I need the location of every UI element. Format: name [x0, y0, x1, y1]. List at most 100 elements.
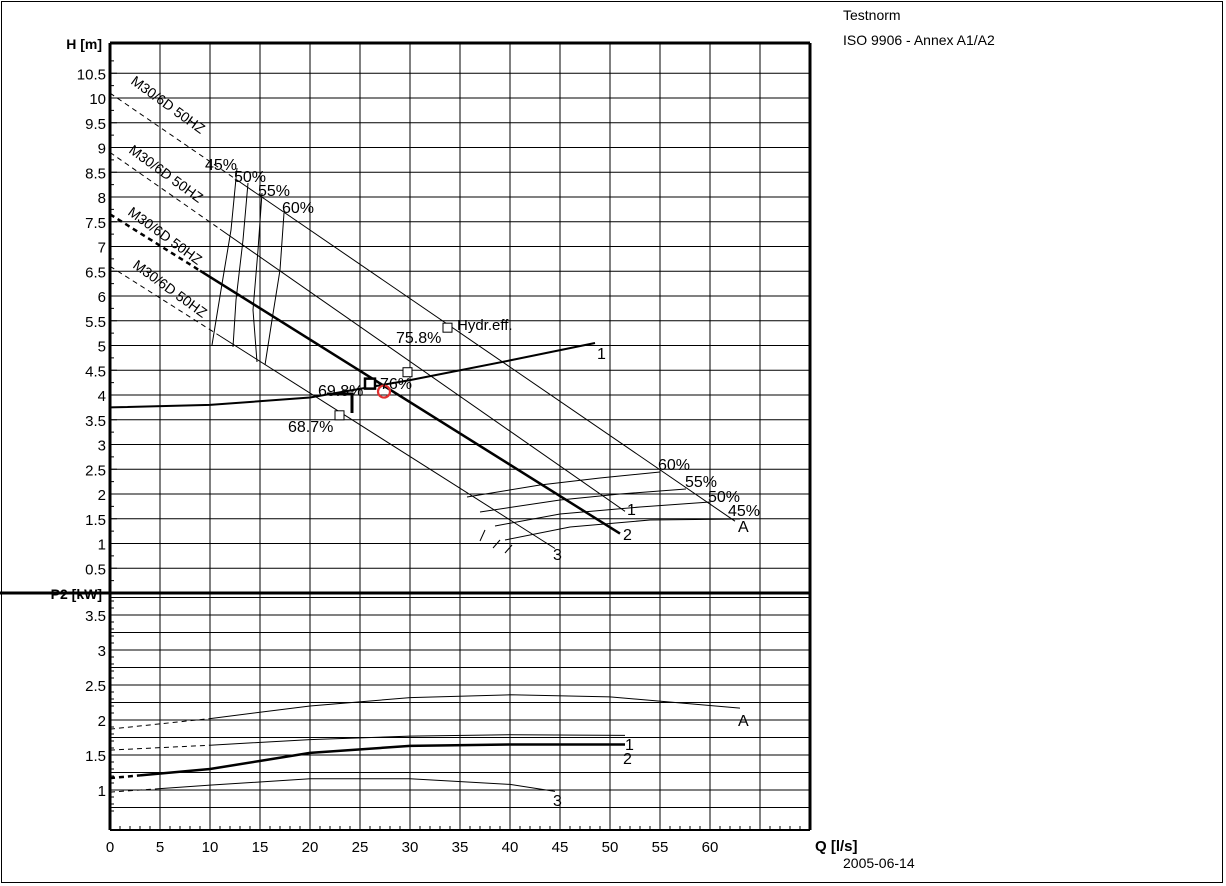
iso-efficiency-curve	[494, 501, 711, 527]
efficiency-label: 60%	[282, 200, 314, 217]
p2-curve-3	[159, 778, 556, 792]
pump-curve-end-label: 1	[627, 502, 636, 519]
h-tick-label: 6.5	[85, 264, 106, 281]
duty-point-marker	[334, 410, 345, 421]
duty-point-label: 75.8%	[396, 330, 441, 347]
duty-point-marker	[442, 322, 453, 333]
q-tick-label: 15	[252, 839, 269, 856]
pump-curve-end-label: 2	[623, 527, 632, 544]
pump-curve-2	[199, 269, 621, 535]
system-curve	[109, 342, 596, 409]
iso-efficiency-curve	[466, 471, 661, 498]
p2-curve-2-dashed	[109, 774, 141, 780]
q-tick-label: 10	[202, 839, 219, 856]
h-tick-label: 6	[98, 289, 106, 306]
p2-tick-label: 3	[98, 643, 106, 660]
q-tick-label: 45	[552, 839, 569, 856]
h-tick-label: 7	[98, 240, 106, 257]
q-tick-label: 20	[302, 839, 319, 856]
h-tick-label: 4	[98, 388, 106, 405]
h-tick-label: 4.5	[85, 363, 106, 380]
efficiency-label: 55%	[258, 183, 290, 200]
pump-curve-end-label: 3	[553, 547, 562, 564]
iso-efficiency-curve	[232, 182, 249, 348]
standard-value: ISO 9906 - Annex A1/A2	[843, 32, 995, 48]
pump-curve-name-label: M30/6D 50HZ	[130, 256, 210, 320]
system-curve-label: 1	[597, 346, 606, 363]
iso-efficiency-curve	[252, 192, 263, 363]
h-tick-label: 0.5	[85, 561, 106, 578]
q-tick-label: 60	[702, 839, 719, 856]
h-tick-label: 5.5	[85, 314, 106, 331]
duty-point-label: 69.8%	[318, 383, 363, 400]
pump-curve-3-dashed	[109, 265, 221, 337]
tolerance-bracket	[327, 392, 354, 413]
efficiency-label: 45%	[205, 157, 237, 174]
q-tick-label: 55	[652, 839, 669, 856]
q-tick-label: 40	[502, 839, 519, 856]
iso-efficiency-connector	[504, 544, 513, 554]
h-tick-label: 10	[89, 91, 106, 108]
q-tick-label: 50	[602, 839, 619, 856]
duty-point-note: Hydr.eff.	[457, 317, 513, 334]
q-axis-label: Q [l/s]	[815, 838, 858, 855]
p2-curve-A-dashed	[109, 718, 211, 730]
q-tick-label: 25	[352, 839, 369, 856]
h-tick-label: 9	[98, 141, 106, 158]
h-tick-label: 1	[98, 537, 106, 554]
pump-curve-1-dashed	[109, 151, 221, 230]
report-date: 2005-06-14	[843, 855, 915, 871]
p2-curve-2	[139, 743, 625, 777]
duty-point-marker	[363, 377, 377, 390]
h-tick-label: 3	[98, 438, 106, 455]
p2-curve-A	[209, 694, 741, 720]
p2-curve-end-label: 1	[625, 737, 634, 754]
p2-axis-label: P2 [kW]	[51, 586, 102, 602]
h-tick-label: 2	[98, 487, 106, 504]
h-tick-label: 2.5	[85, 462, 106, 479]
p2-tick-label: 3.5	[85, 608, 106, 625]
q-tick-label: 0	[106, 839, 114, 856]
pump-curve-A	[239, 181, 736, 522]
duty-point-label: 68.7%	[288, 419, 333, 436]
efficiency-label: 50%	[708, 489, 740, 506]
efficiency-label: 55%	[685, 474, 717, 491]
efficiency-label: 45%	[728, 503, 760, 520]
p2-curve-1-dashed	[109, 744, 211, 751]
q-tick-label: 30	[402, 839, 419, 856]
iso-efficiency-curve	[504, 518, 741, 541]
p2-curve-end-label: A	[738, 713, 749, 730]
p2-curve-end-label: 2	[623, 751, 632, 768]
h-tick-label: 8.5	[85, 165, 106, 182]
duty-point-marker	[402, 367, 413, 378]
p2-tick-label: 1.5	[85, 748, 106, 765]
h-axis-label: H [m]	[66, 36, 102, 52]
h-tick-label: 5	[98, 339, 106, 356]
efficiency-label: 60%	[658, 457, 690, 474]
pump-curve-3	[219, 335, 556, 549]
p2-tick-label: 2.5	[85, 678, 106, 695]
h-tick-label: 9.5	[85, 116, 106, 133]
iso-efficiency-connector	[492, 539, 501, 549]
efficiency-label: 50%	[234, 169, 266, 186]
pump-curve-end-label: A	[738, 519, 749, 536]
pump-curve-1	[219, 228, 626, 512]
h-tick-label: 7.5	[85, 215, 106, 232]
p2-tick-label: 1	[98, 783, 106, 800]
q-tick-label: 5	[156, 839, 164, 856]
h-tick-label: 1.5	[85, 512, 106, 529]
iso-efficiency-curve	[211, 167, 238, 346]
standard-label: Testnorm	[843, 7, 901, 23]
p2-curve-end-label: 3	[553, 793, 562, 810]
q-tick-label: 35	[452, 839, 469, 856]
h-tick-label: 8	[98, 190, 106, 207]
pump-curve-name-label: M30/6D 50HZ	[128, 72, 208, 136]
iso-efficiency-curve	[479, 488, 687, 513]
h-tick-label: 3.5	[85, 413, 106, 430]
iso-efficiency-curve	[264, 212, 285, 366]
iso-efficiency-connector	[479, 529, 486, 542]
duty-point-red-circle	[376, 384, 392, 399]
p2-tick-label: 2	[98, 713, 106, 730]
